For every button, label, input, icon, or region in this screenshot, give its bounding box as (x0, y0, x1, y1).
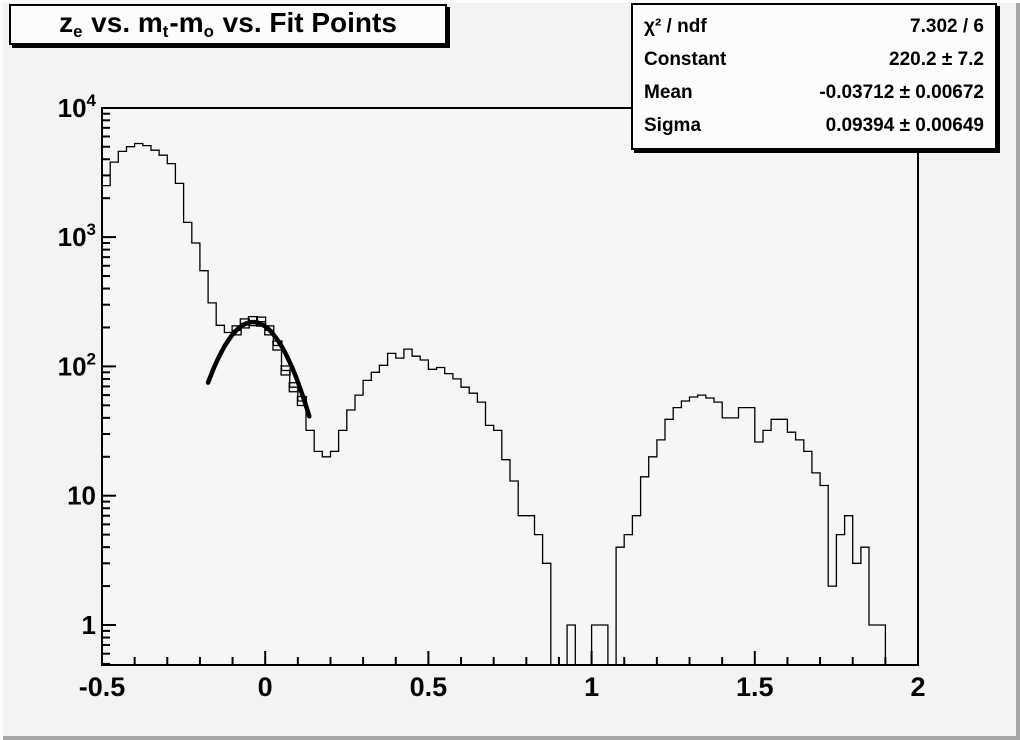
stats-label: Sigma (644, 115, 702, 137)
plot-frame (101, 107, 919, 666)
stats-row-sigma: Sigma 0.09394 ± 0.00649 (633, 115, 995, 137)
fit-point-marker (231, 325, 242, 336)
fit-point-marker (296, 395, 308, 407)
fit-point-marker (239, 318, 250, 329)
y-axis-ticks (102, 107, 116, 665)
x-axis-tick-label: 1.5 (736, 672, 774, 702)
stats-box: χ² / ndf 7.302 / 6 Constant 220.2 ± 7.2 … (631, 3, 997, 150)
y-axis-tick-label: 102 (58, 349, 96, 381)
fit-point-marker (272, 340, 283, 351)
x-axis-tick-label: 2 (910, 672, 925, 702)
fit-point-marker (247, 315, 259, 327)
stats-value: 220.2 ± 7.2 (889, 48, 984, 70)
x-axis-tick-label: 1 (584, 672, 599, 702)
x-axis-tick-label: 0.5 (410, 672, 448, 702)
stats-row-constant: Constant 220.2 ± 7.2 (633, 49, 995, 71)
plot-title-box: ze vs. mt-mo vs. Fit Points (9, 4, 447, 45)
stats-row-mean: Mean -0.03712 ± 0.00672 (633, 82, 995, 104)
fit-curve (205, 319, 312, 419)
stats-label: Mean (644, 82, 693, 104)
y-axis-tick-label: 10 (67, 481, 96, 511)
stats-value: 7.302 / 6 (910, 15, 984, 37)
y-axis-tick-label: 103 (58, 220, 96, 252)
stats-value: 0.09394 ± 0.00649 (825, 115, 984, 137)
x-axis-tick-label: -0.5 (79, 672, 126, 702)
fit-point-marker (280, 365, 291, 376)
y-axis-tick-label: 104 (58, 91, 97, 123)
fit-point-marker (264, 325, 275, 336)
histogram-line (101, 142, 918, 666)
y-axis-tick-label: 1 (82, 610, 96, 640)
fit-point-marker (255, 316, 267, 327)
stats-label: χ² / ndf (644, 15, 707, 37)
stats-label: Constant (644, 48, 727, 70)
fit-point-marker (288, 382, 299, 393)
stats-row-chi2: χ² / ndf 7.302 / 6 (633, 16, 995, 38)
stats-value: -0.03712 ± 0.00672 (819, 82, 984, 104)
plot-title: ze vs. mt-mo vs. Fit Points (59, 6, 397, 42)
x-axis-tick-label: 0 (258, 672, 273, 702)
fit-point-markers (231, 315, 308, 407)
